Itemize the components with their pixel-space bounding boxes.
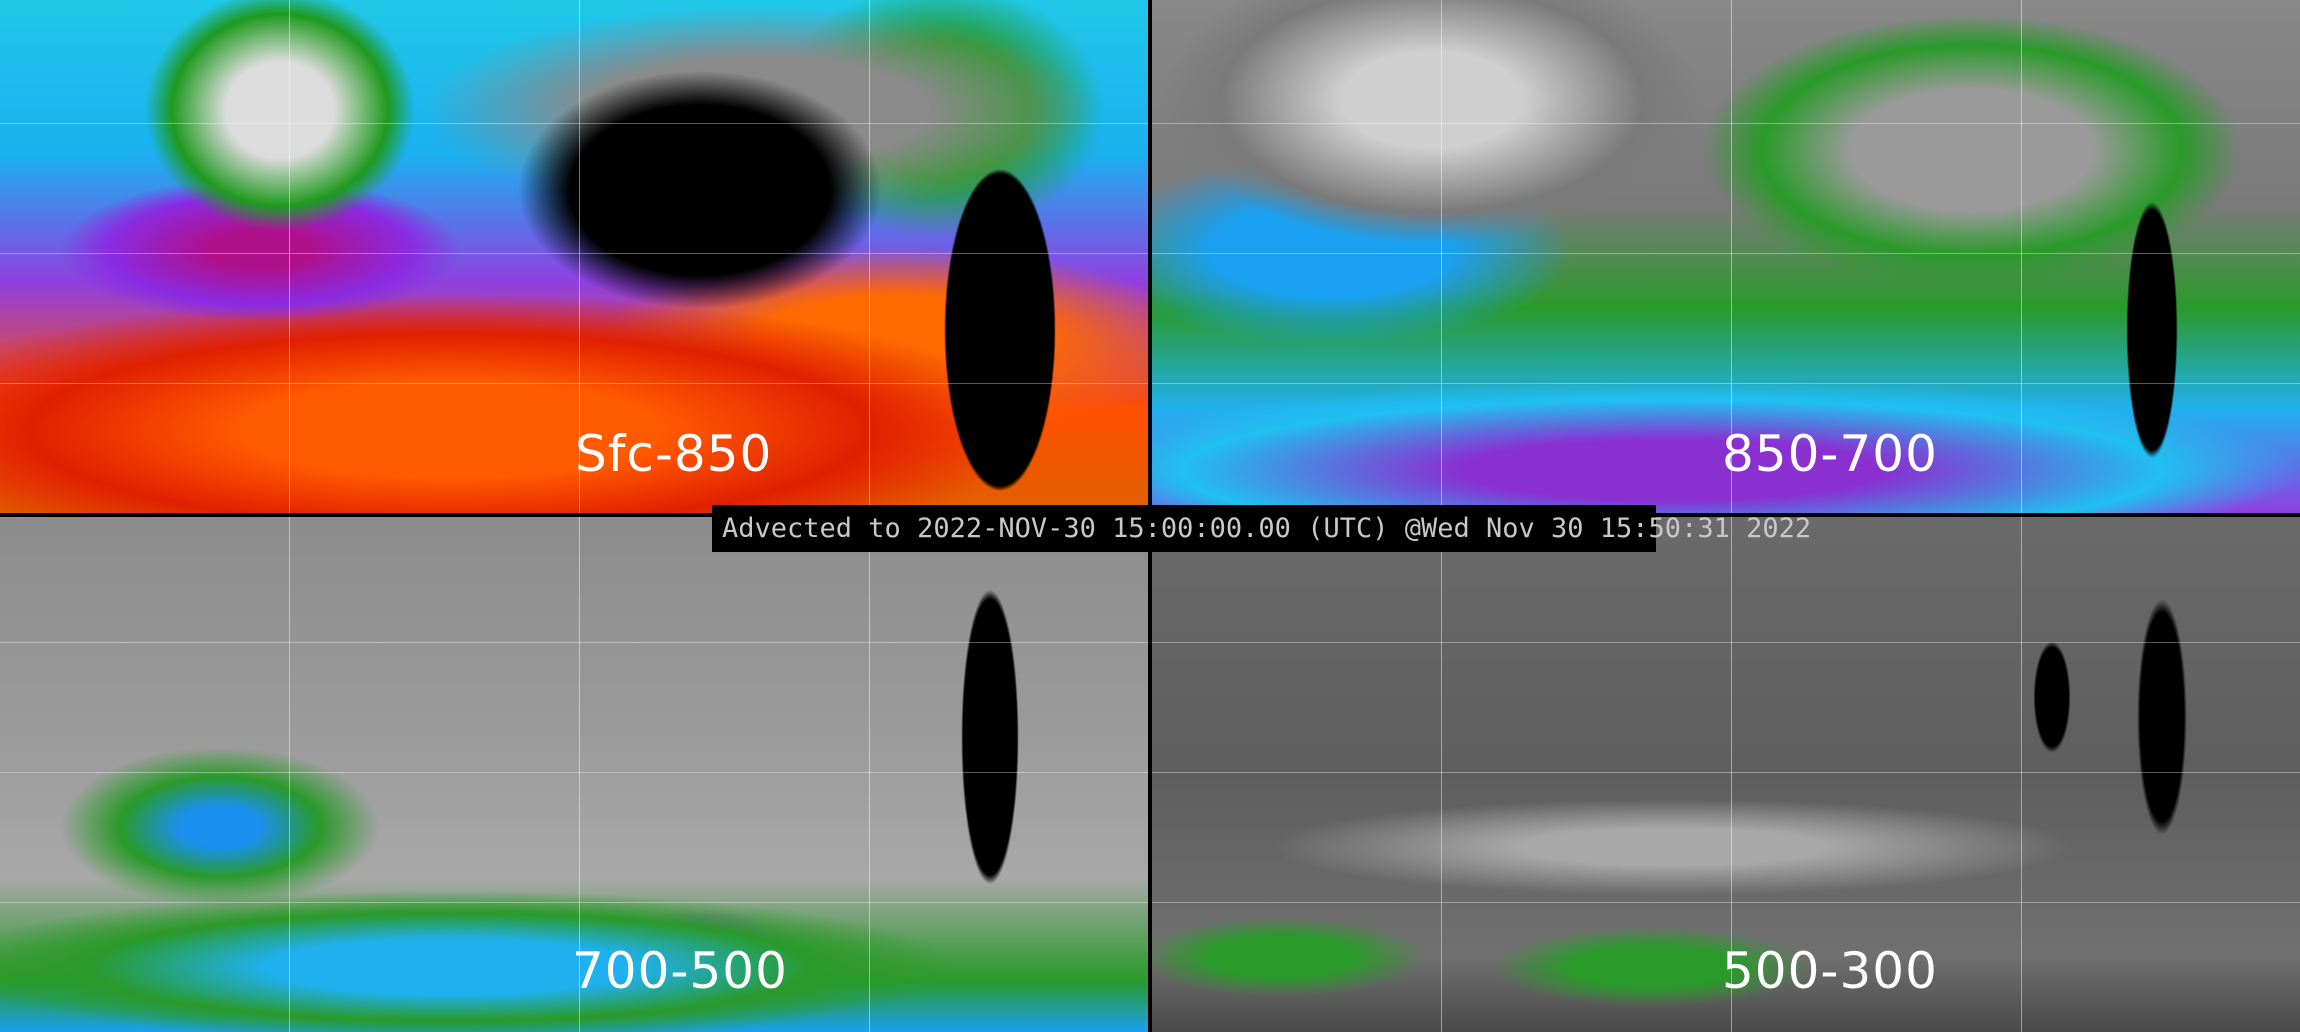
panel-label: Sfc-850 (575, 425, 773, 483)
panel-label: 700-500 (572, 942, 788, 1000)
lat-lon-grid (0, 0, 1148, 513)
panel-label: 850-700 (1722, 425, 1938, 483)
panel-700-500: 700-500 (0, 517, 1148, 1032)
panel-850-700: 850-700 (1152, 0, 2300, 513)
panel-label: 500-300 (1722, 942, 1938, 1000)
panel-500-300: 500-300 (1152, 517, 2300, 1032)
timestamp-caption: Advected to 2022-NOV-30 15:00:00.00 (UTC… (712, 505, 1811, 552)
panel-sfc-850: Sfc-850 (0, 0, 1148, 513)
